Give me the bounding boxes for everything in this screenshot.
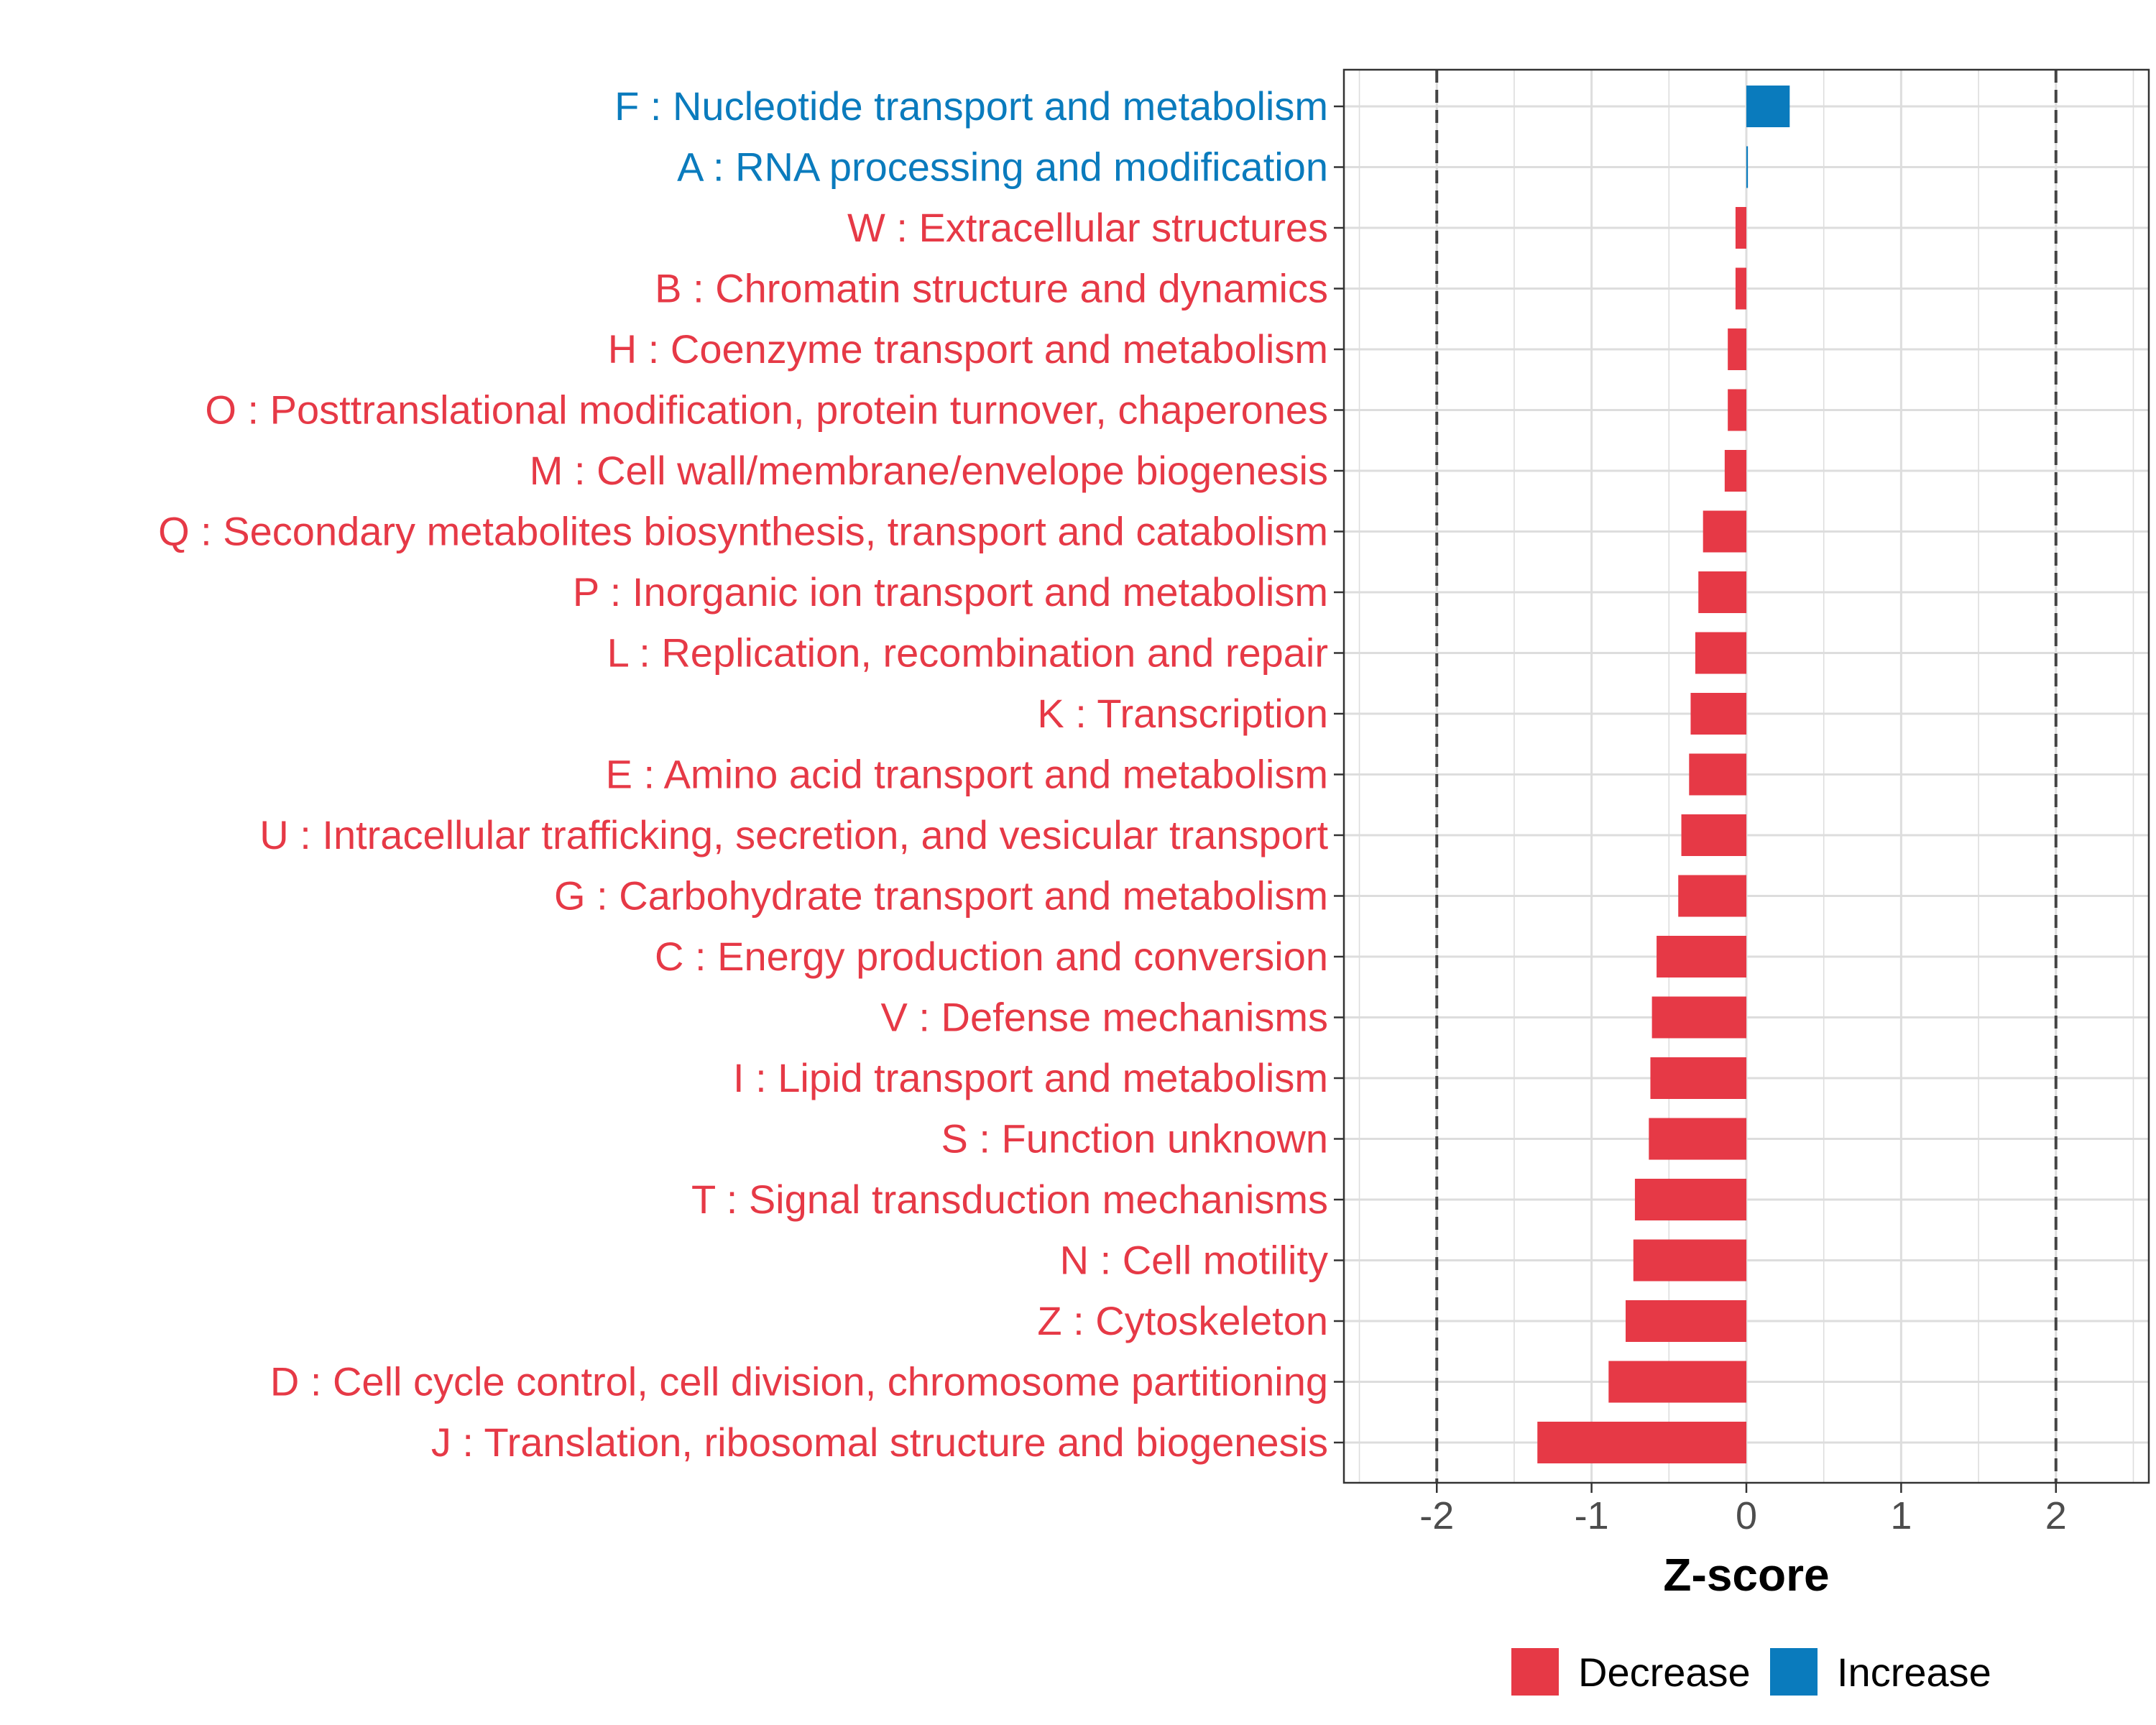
bar (1690, 693, 1746, 735)
bar (1724, 450, 1746, 492)
bar (1746, 146, 1749, 188)
category-label: G : Carbohydrate transport and metabolis… (554, 873, 1328, 919)
bar (1657, 936, 1746, 978)
category-label: I : Lipid transport and metabolism (733, 1055, 1328, 1100)
bar (1633, 1239, 1746, 1282)
bar (1650, 1057, 1746, 1099)
bar (1537, 1422, 1746, 1463)
category-label: M : Cell wall/membrane/envelope biogenes… (530, 448, 1328, 493)
bar (1735, 207, 1746, 249)
bar (1681, 814, 1746, 856)
x-axis-ticks: -2 -1 0 1 2 (1419, 1483, 2067, 1537)
bar (1608, 1361, 1746, 1403)
category-label: N : Cell motility (1060, 1238, 1328, 1283)
category-label: J : Translation, ribosomal structure and… (431, 1420, 1328, 1465)
legend: Decrease Increase (1511, 1648, 1991, 1696)
legend-label-decrease: Decrease (1578, 1650, 1751, 1695)
bar (1698, 571, 1746, 613)
category-label: S : Function unknown (941, 1116, 1328, 1162)
x-axis-title: Z-score (1663, 1549, 1829, 1601)
x-tick-label: -2 (1419, 1494, 1454, 1537)
bar (1695, 632, 1746, 674)
bar (1703, 510, 1746, 553)
x-tick-label: 0 (1736, 1494, 1757, 1537)
bar (1689, 753, 1746, 796)
bar (1728, 328, 1746, 370)
reference-lines (1435, 70, 2058, 1483)
legend-key-increase (1770, 1648, 1818, 1696)
bars (1537, 86, 1790, 1463)
category-label: B : Chromatin structure and dynamics (655, 266, 1328, 311)
bar (1626, 1300, 1746, 1342)
x-tick-label: 2 (2045, 1494, 2067, 1537)
category-label: L : Replication, recombination and repai… (607, 630, 1328, 676)
category-label: O : Posttranslational modification, prot… (205, 387, 1328, 433)
bar (1634, 1179, 1746, 1220)
x-tick-label: -1 (1575, 1494, 1609, 1537)
category-label: K : Transcription (1037, 691, 1328, 736)
category-label: F : Nucleotide transport and metabolism (614, 83, 1328, 129)
category-label: E : Amino acid transport and metabolism (606, 752, 1328, 797)
category-label: Z : Cytoskeleton (1037, 1298, 1328, 1343)
category-label: U : Intracellular trafficking, secretion… (259, 812, 1328, 857)
bar (1678, 875, 1746, 917)
legend-key-decrease (1511, 1648, 1559, 1696)
category-label: H : Coenzyme transport and metabolism (608, 326, 1328, 372)
category-label: Q : Secondary metabolites biosynthesis, … (158, 509, 1328, 554)
x-tick-label: 1 (1890, 1494, 1912, 1537)
bar (1651, 996, 1746, 1039)
bar (1746, 86, 1790, 127)
y-axis-ticks: F : Nucleotide transport and metabolism A… (158, 83, 1344, 1465)
bar (1735, 267, 1746, 310)
bar (1649, 1118, 1746, 1160)
category-label: D : Cell cycle control, cell division, c… (270, 1359, 1328, 1404)
category-label: T : Signal transduction mechanisms (691, 1177, 1328, 1222)
category-label: C : Energy production and conversion (655, 934, 1328, 979)
category-label: V : Defense mechanisms (881, 995, 1328, 1040)
category-label: A : RNA processing and modification (677, 144, 1328, 190)
category-label: P : Inorganic ion transport and metaboli… (573, 569, 1328, 615)
bar (1728, 389, 1746, 431)
legend-label-increase: Increase (1837, 1650, 1991, 1695)
category-label: W : Extracellular structures (847, 205, 1328, 250)
